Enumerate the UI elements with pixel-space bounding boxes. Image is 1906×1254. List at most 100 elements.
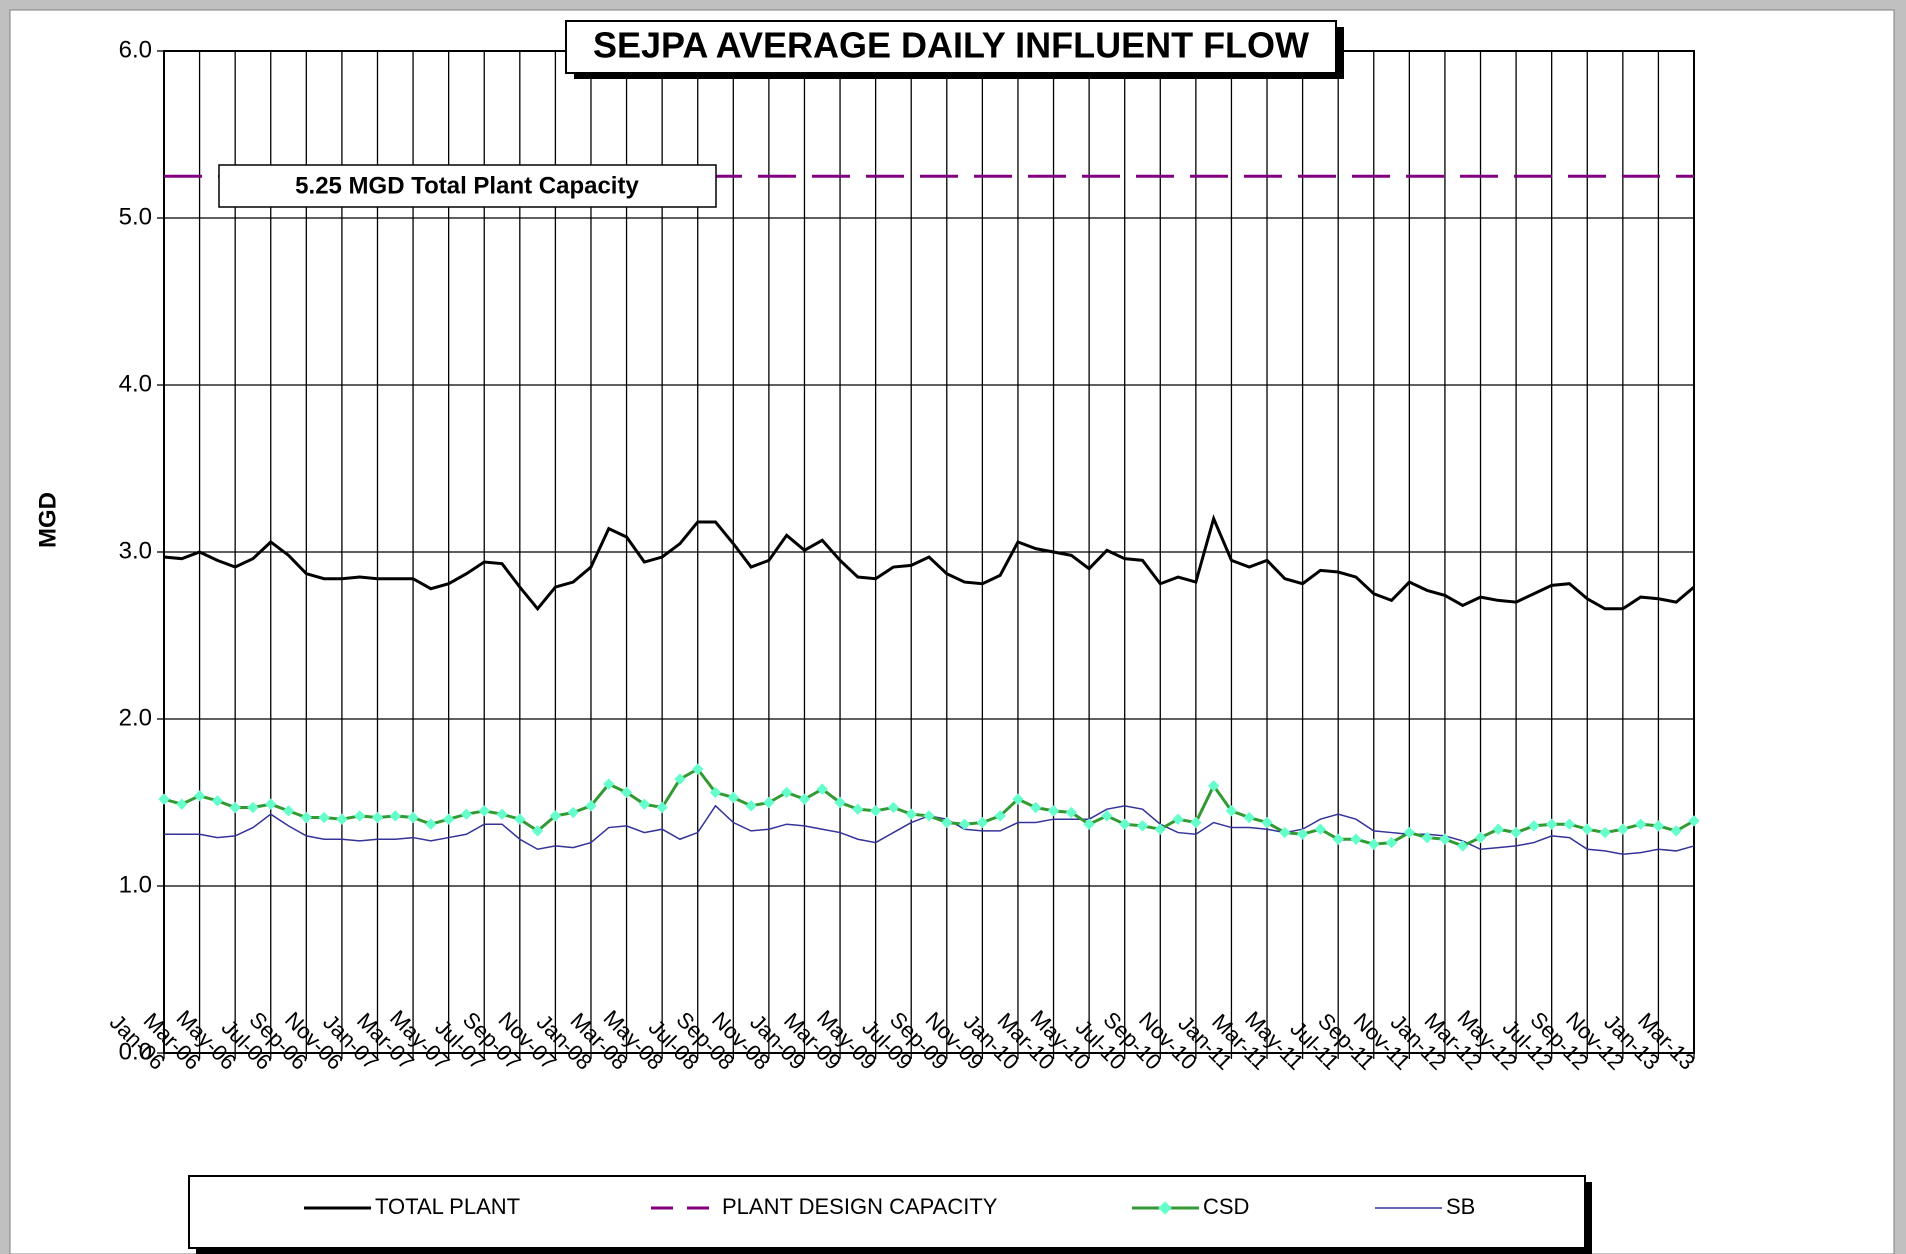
series-marker <box>1617 823 1629 835</box>
series-marker <box>1670 825 1682 837</box>
series-marker <box>941 816 953 829</box>
series-marker <box>1634 818 1647 830</box>
y-tick-label: 4.0 <box>119 370 152 397</box>
series-marker <box>389 810 401 822</box>
series-marker <box>798 793 811 805</box>
series-marker <box>1439 833 1451 845</box>
series-marker <box>709 786 722 799</box>
series-marker <box>603 778 615 790</box>
series-marker <box>958 818 971 830</box>
series-marker <box>1261 816 1273 829</box>
series-marker <box>976 816 989 829</box>
series-marker <box>1030 801 1042 814</box>
series-marker <box>656 801 668 814</box>
series-line <box>163 514 1695 612</box>
series-marker <box>247 801 259 814</box>
series-marker <box>193 790 206 802</box>
series-marker <box>869 805 882 817</box>
series-marker <box>620 786 633 799</box>
series-marker <box>1065 806 1078 819</box>
legend-label: PLANT DESIGN CAPACITY <box>722 1194 998 1219</box>
series-marker <box>1581 823 1593 835</box>
series-marker <box>1296 828 1309 840</box>
series-marker <box>727 791 740 804</box>
legend-marker <box>1158 1201 1172 1215</box>
series-marker <box>1457 840 1469 852</box>
series-marker <box>407 811 419 824</box>
series-marker <box>229 801 241 814</box>
series-marker <box>638 798 651 810</box>
annotation: 5.25 MGD Total Plant Capacity <box>295 172 639 199</box>
legend-label: CSD <box>1203 1194 1249 1219</box>
series-marker <box>905 808 917 820</box>
series-marker <box>1350 833 1362 845</box>
series-marker <box>176 798 188 810</box>
title-box <box>565 20 1337 74</box>
series-marker <box>1225 805 1238 817</box>
y-tick-label: 5.0 <box>119 203 152 230</box>
series-marker <box>994 810 1006 822</box>
series-marker <box>816 783 828 795</box>
series-marker <box>1403 826 1416 839</box>
series-marker <box>282 805 295 817</box>
series-marker <box>371 811 384 824</box>
series-marker <box>318 811 330 824</box>
series-marker <box>745 800 757 812</box>
series-marker <box>1047 805 1060 817</box>
series-marker <box>211 795 224 807</box>
series-marker <box>1510 826 1522 839</box>
series-marker <box>1314 823 1327 835</box>
series-marker <box>1652 820 1665 832</box>
series-marker <box>887 801 900 814</box>
series-marker <box>425 818 437 830</box>
series-marker <box>1190 816 1202 829</box>
series-marker <box>567 806 579 819</box>
series-marker <box>1136 820 1149 832</box>
series-marker <box>496 808 508 820</box>
series-marker <box>1118 818 1131 830</box>
series-marker <box>460 808 473 820</box>
series-marker <box>674 773 686 785</box>
series-marker <box>265 798 277 810</box>
series-marker <box>1599 826 1611 839</box>
series-marker <box>353 810 366 822</box>
series-marker <box>1563 818 1576 830</box>
series-marker <box>692 763 704 775</box>
series-marker <box>585 800 597 812</box>
legend-label: TOTAL PLANT <box>375 1194 520 1219</box>
series-marker <box>1279 826 1291 839</box>
y-tick-label: 1.0 <box>119 871 152 898</box>
series-marker <box>852 803 864 815</box>
series-marker <box>514 813 526 825</box>
y-axis-label: MGD <box>34 492 61 548</box>
chart-title: SEJPA AVERAGE DAILY INFLUENT FLOW <box>593 25 1309 66</box>
series-marker <box>1101 810 1113 822</box>
series-marker <box>1243 811 1255 824</box>
series-marker <box>1545 818 1558 830</box>
series-marker <box>336 813 348 825</box>
legend-label: SB <box>1446 1194 1475 1219</box>
series-marker <box>923 810 935 822</box>
series-marker <box>1688 815 1700 827</box>
series-marker <box>158 793 170 805</box>
series-marker <box>763 796 775 809</box>
legend-box <box>188 1175 1586 1249</box>
annotation-box <box>218 164 717 208</box>
series-marker <box>780 786 793 799</box>
series-marker <box>1012 793 1024 805</box>
y-tick-label: 2.0 <box>119 704 152 731</box>
series-marker <box>1474 831 1487 844</box>
y-tick-label: 3.0 <box>119 537 152 564</box>
series-marker <box>478 805 490 817</box>
plot: Jan-06Mar-06May-06Jul-06Sep-06Nov-06Jan-… <box>105 36 1700 1074</box>
series-marker <box>1421 831 1433 844</box>
series-marker <box>1207 780 1220 792</box>
y-tick-label: 0.0 <box>119 1038 152 1065</box>
series-marker <box>1492 823 1505 835</box>
series-marker <box>1154 823 1166 835</box>
series-marker <box>1528 820 1540 832</box>
legend: TOTAL PLANT PLANT DESIGN CAPACITY CSD SB <box>304 1194 1475 1219</box>
series-marker <box>1332 833 1344 845</box>
